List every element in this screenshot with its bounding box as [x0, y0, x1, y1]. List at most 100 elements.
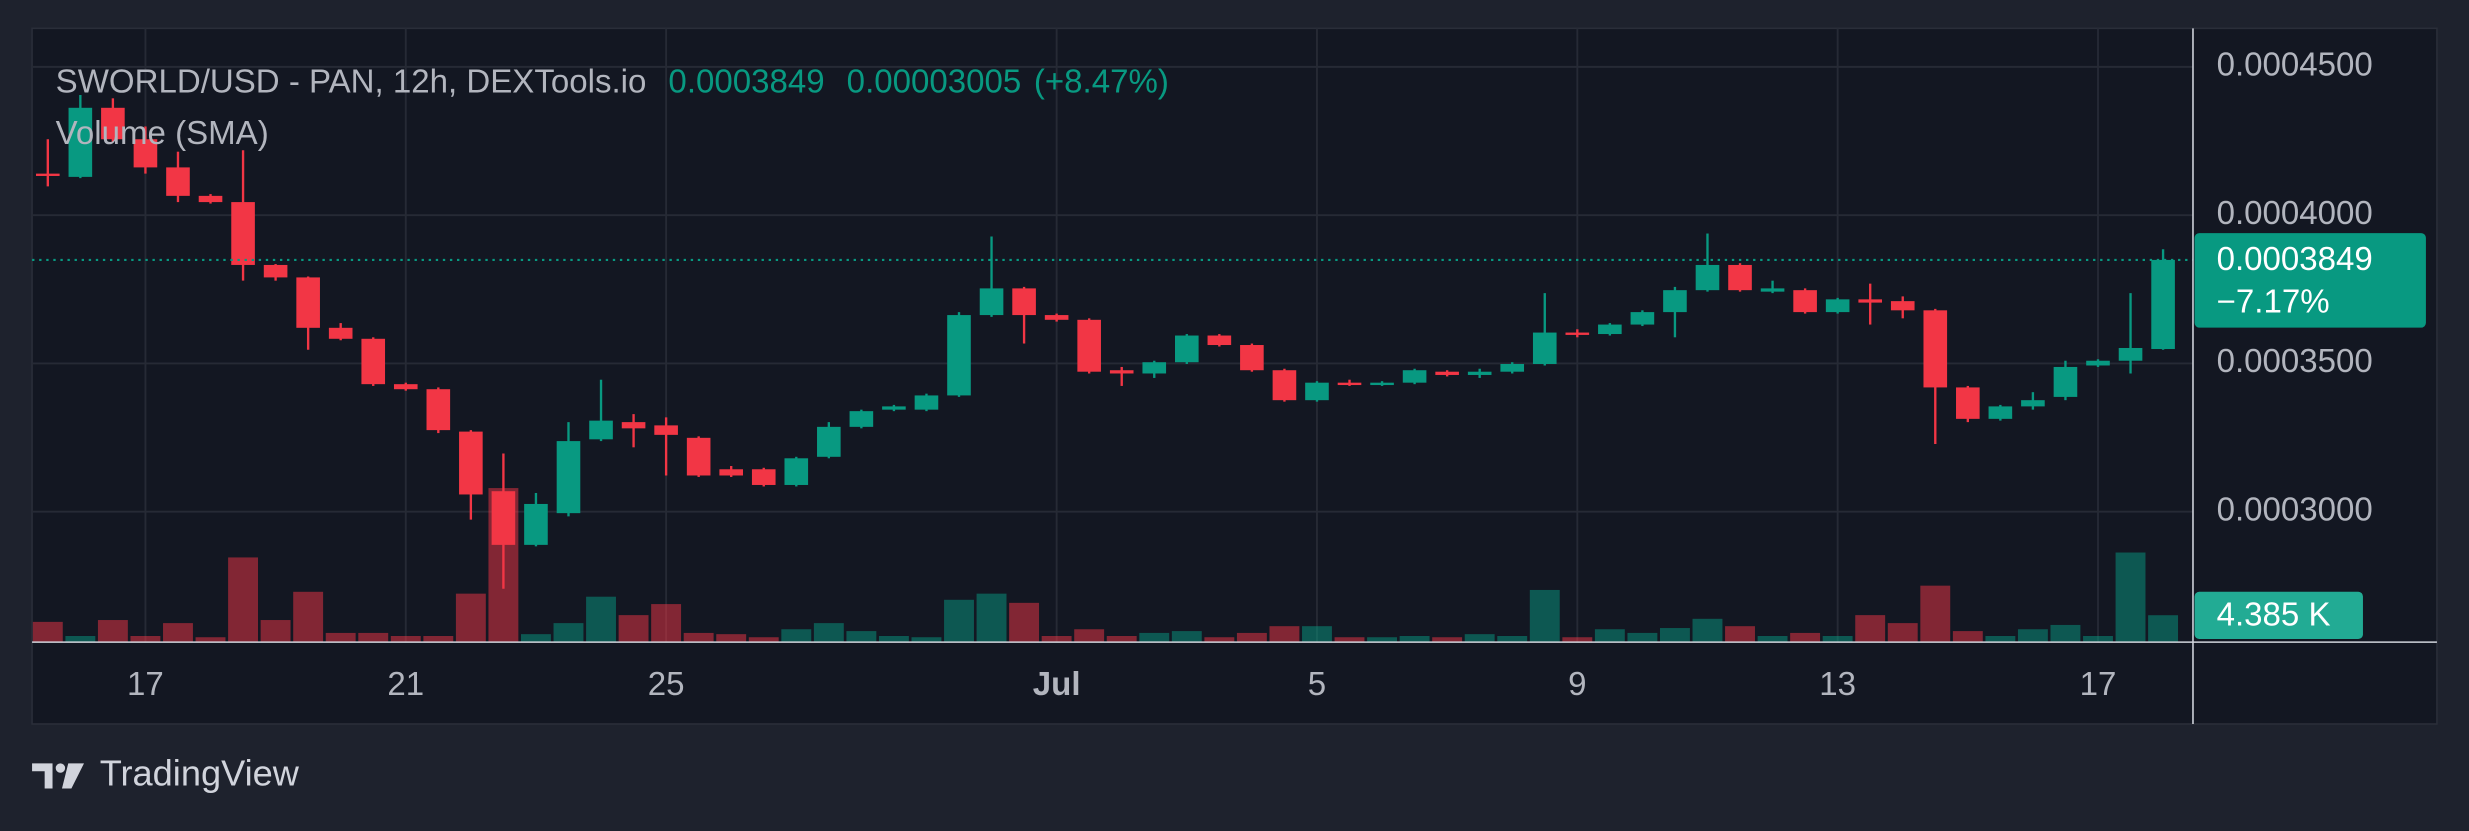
volume-bar [1562, 637, 1593, 643]
candle-body [621, 422, 646, 429]
logo-dot [55, 763, 66, 773]
candle-body [1532, 332, 1557, 364]
logo: TradingView [32, 752, 300, 793]
volume-bar [1399, 635, 1430, 643]
candle-body [556, 441, 581, 514]
candle-body [1272, 370, 1297, 401]
volume-bar [1269, 626, 1300, 643]
volume-bar [1725, 626, 1755, 643]
volume-bar [911, 637, 942, 643]
volume-bar [1692, 618, 1723, 643]
volume-bar [97, 620, 128, 643]
volume-bar [65, 635, 96, 643]
volume-bar [2017, 629, 2048, 643]
volume-bar [1139, 632, 1170, 643]
candle-body [328, 327, 353, 339]
candle-body [2151, 259, 2175, 350]
volume-bar [1985, 635, 2016, 643]
volume-bar [1790, 632, 1821, 643]
volume-bar [2083, 635, 2113, 643]
volume-bar [1367, 637, 1398, 643]
volume-bar [944, 599, 974, 643]
x-tick-label: 25 [648, 666, 685, 703]
price-tag-change: −7.17% [2217, 284, 2330, 321]
candle-body [2021, 400, 2045, 407]
candle-body [2053, 366, 2078, 397]
volume-bar [293, 591, 324, 643]
candle-body [524, 503, 548, 545]
volume-bar [1757, 635, 1788, 643]
candle-body [1988, 406, 2013, 419]
last-close: 0.0003849 [668, 63, 824, 100]
candle-body [1207, 335, 1232, 346]
volume-bar [1920, 585, 1951, 643]
volume-bar [1497, 635, 1528, 643]
candle-body [133, 139, 158, 168]
volume-bar [976, 593, 1007, 643]
volume-bar [520, 634, 551, 643]
candle-body [1109, 370, 1134, 374]
candle-body [979, 288, 1004, 316]
candle-body [1760, 288, 1785, 292]
candle-body [1174, 335, 1199, 363]
x-tick-label: 5 [1308, 666, 1326, 703]
candle-body [2086, 360, 2110, 366]
y-tick-label: 0.0004500 [2217, 47, 2373, 84]
candle-body [1695, 264, 1720, 291]
axes: 0.0003000 0.0003500 0.0004000 0.0004500 17 21… [127, 47, 2426, 703]
y-tick-label: 0.0003500 [2217, 343, 2373, 380]
price-tag-value: 0.0003849 [2217, 241, 2373, 278]
y-tick-label: 0.0004000 [2217, 195, 2373, 232]
candle-body [1890, 301, 1915, 311]
candle-body [1728, 264, 1752, 291]
candle-body [296, 277, 320, 328]
candle-body [686, 437, 711, 476]
candle-body [263, 264, 288, 278]
candle-body [1370, 382, 1394, 386]
volume-bar [2148, 615, 2179, 643]
legend-header: SWORLD/USD - PAN, 12h, DEXTools.io 0.0003… [56, 63, 1169, 100]
volume-bar [1627, 632, 1658, 643]
title: SWORLD/USD - PAN, 12h, DEXTools.io [56, 63, 647, 100]
volume-bar [260, 620, 291, 643]
volume-tag [2194, 591, 2363, 639]
candle-body [1467, 371, 1492, 375]
candle-body [1598, 324, 1622, 335]
volume-bar [1822, 635, 1853, 643]
volume-bar [1334, 637, 1365, 643]
candle-body [589, 420, 613, 440]
candle-body [1402, 370, 1427, 383]
x-tick-label: 21 [387, 666, 424, 703]
volume-bar [2050, 624, 2081, 643]
candle-body [1337, 382, 1362, 386]
candle-body [1142, 362, 1167, 374]
volume-bar [1952, 631, 1983, 643]
candle-body [849, 411, 874, 427]
candle-body [459, 431, 483, 495]
volume-bar [325, 632, 356, 643]
candle-body [68, 107, 93, 177]
change: 0.00003005 [847, 63, 1022, 100]
volume-bar [195, 637, 226, 643]
candle-body [361, 338, 386, 385]
candle-body [1435, 371, 1459, 375]
volume-bar [618, 615, 649, 643]
candle-body [198, 195, 223, 203]
volume-bar [1855, 615, 1886, 643]
candle-body [1663, 290, 1687, 313]
volume-bar [1074, 629, 1105, 643]
price-tag [2194, 233, 2426, 328]
candle-body [947, 315, 971, 396]
volume-bar [1432, 637, 1463, 643]
candle-body [1500, 363, 1525, 372]
volume-bar [716, 634, 747, 643]
candle-body [426, 389, 451, 431]
candle-body [166, 167, 190, 196]
x-tick-label: 17 [127, 666, 164, 703]
candle-body [36, 173, 60, 176]
candle-body [1630, 312, 1655, 325]
volume-bar [1204, 637, 1235, 643]
candle-body [719, 469, 744, 476]
candle-body [1077, 319, 1101, 372]
